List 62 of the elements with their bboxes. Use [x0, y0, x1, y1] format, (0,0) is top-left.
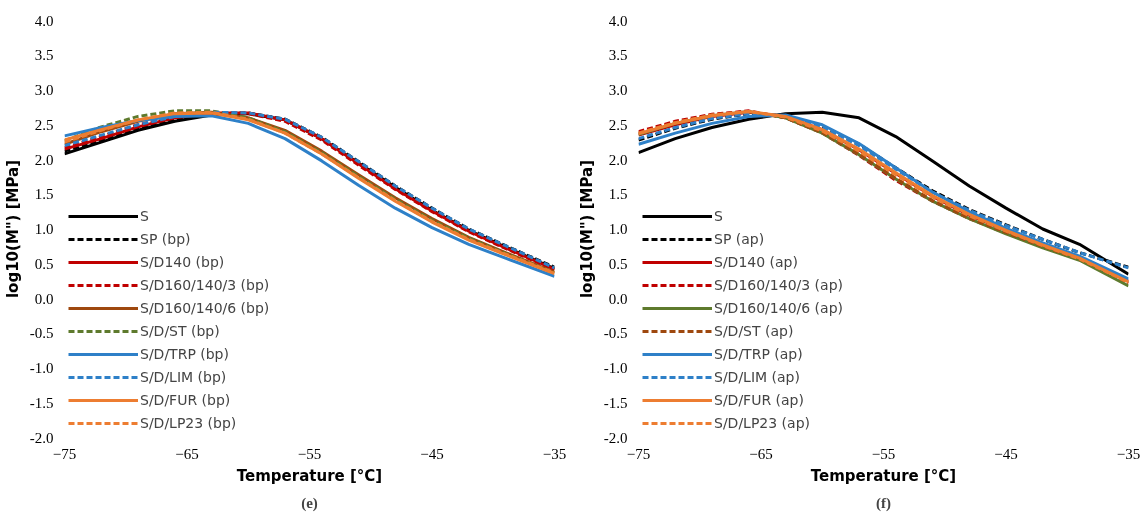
y-tick-label: -2.0	[29, 429, 54, 446]
legend-label: S	[714, 207, 724, 226]
y-tick-label: -1.5	[603, 394, 628, 411]
legend-label: S/D160/140/3 (ap)	[714, 276, 844, 295]
legend-label: S/D/LIM (ap)	[714, 368, 800, 387]
x-tick-label: −65	[749, 445, 773, 462]
y-tick-label: 0.0	[608, 290, 628, 307]
y-tick-label: -1.0	[29, 360, 54, 376]
legend-label: S/D/ST (ap)	[714, 322, 794, 341]
y-tick-label: 2.5	[34, 116, 54, 133]
y-tick-label: 1.5	[34, 186, 54, 203]
x-tick-label: −65	[175, 445, 199, 462]
legend-label: S/D160/140/6 (bp)	[140, 299, 270, 318]
legend-label: S/D/FUR (ap)	[714, 391, 804, 410]
text: (e)	[301, 494, 318, 512]
legend-label: S/D/TRP (bp)	[140, 345, 229, 364]
y-axis-title: log10(M") [MPa]	[3, 159, 22, 299]
x-tick-label: −55	[297, 445, 322, 462]
y-tick-label: 1.5	[608, 186, 628, 203]
x-tick-label: −75	[626, 445, 651, 462]
y-tick-label: -1.0	[603, 360, 628, 376]
y-tick-label: -0.5	[603, 325, 628, 342]
x-axis-title: Temperature [°C]	[236, 466, 383, 485]
y-tick-label: 1.0	[608, 221, 628, 237]
x-tick-label: −45	[420, 445, 444, 462]
x-tick-label: −35	[542, 445, 567, 462]
legend-label: S/D140 (ap)	[714, 253, 798, 272]
y-tick-label: 2.0	[34, 151, 54, 168]
y-tick-label: 2.0	[608, 151, 628, 168]
y-tick-label: 3.5	[34, 47, 54, 64]
legend-label: S/D/LP23 (bp)	[140, 414, 237, 433]
y-tick-label: -2.0	[603, 429, 628, 446]
x-tick-label: −75	[52, 445, 77, 462]
y-tick-label: 2.5	[608, 116, 628, 133]
text: (f)	[876, 494, 892, 512]
y-tick-label: 3.0	[34, 82, 54, 98]
legend-label: SP (bp)	[140, 230, 191, 249]
x-tick-label: −45	[994, 445, 1018, 462]
x-tick-label: −35	[1116, 445, 1141, 462]
y-tick-label: 0.5	[34, 255, 54, 272]
legend-label: S/D160/140/3 (bp)	[140, 276, 270, 295]
y-tick-label: 3.0	[608, 82, 628, 98]
legend-label: SP (ap)	[714, 230, 765, 249]
legend-label: S/D140 (bp)	[140, 253, 225, 272]
y-tick-label: 0.0	[34, 290, 54, 307]
y-tick-label: 1.0	[34, 221, 54, 237]
y-axis-title: log10(M") [MPa]	[577, 159, 596, 299]
legend-label: S/D/LIM (bp)	[140, 368, 227, 387]
legend-label: S/D/ST (bp)	[140, 322, 220, 341]
legend-label: S	[140, 207, 150, 226]
y-tick-label: -1.5	[29, 394, 54, 411]
x-tick-label: −55	[871, 445, 896, 462]
legend-label: S/D/TRP (ap)	[714, 345, 803, 364]
x-axis-title: Temperature [°C]	[810, 466, 957, 485]
y-tick-label: 4.0	[34, 12, 54, 29]
legend-label: S/D/FUR (bp)	[140, 391, 231, 410]
legend-label: S/D160/140/6 (ap)	[714, 299, 844, 318]
y-tick-label: -0.5	[29, 325, 54, 342]
legend-label: S/D/LP23 (ap)	[714, 414, 810, 433]
y-tick-label: 4.0	[608, 12, 628, 29]
y-tick-label: 0.5	[608, 255, 628, 272]
y-tick-label: 3.5	[608, 47, 628, 64]
